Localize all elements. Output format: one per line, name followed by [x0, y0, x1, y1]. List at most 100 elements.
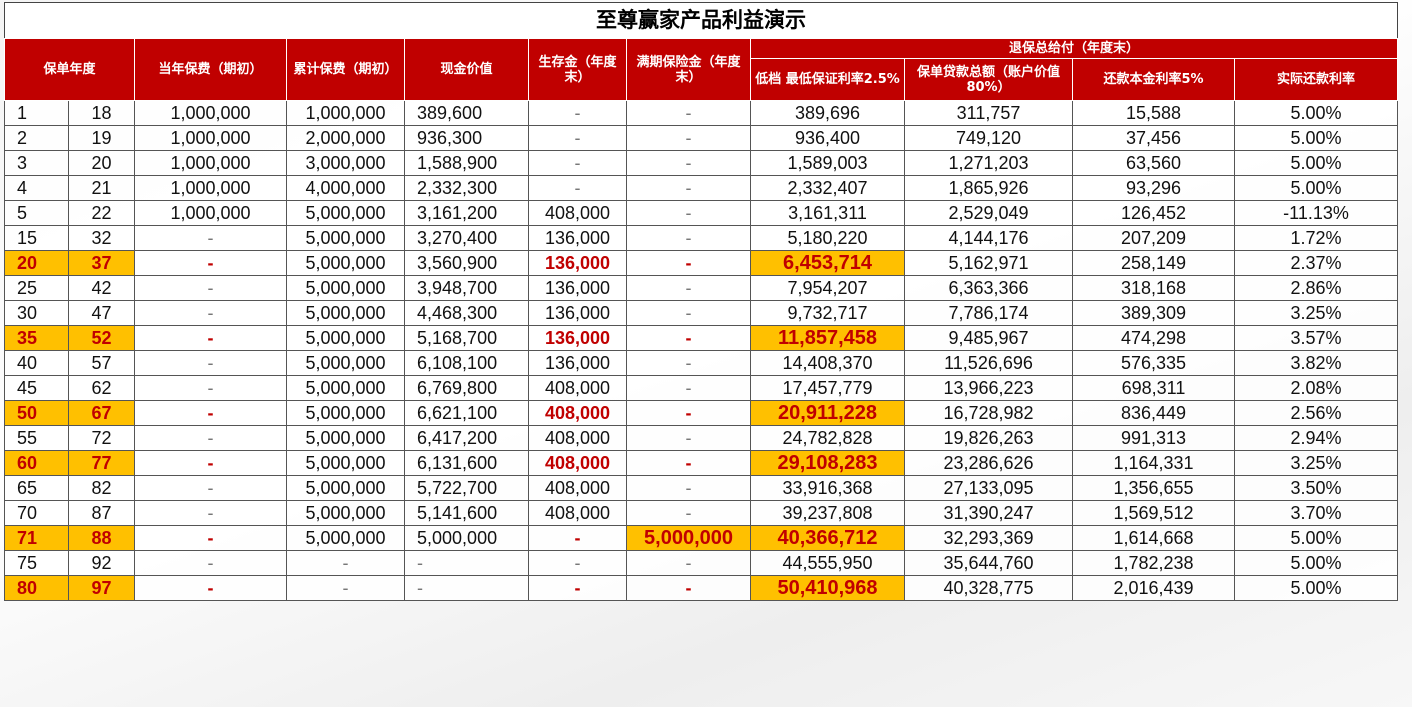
cell-repay-amount: 1,569,512	[1072, 500, 1236, 526]
cell-age: 67	[67, 400, 136, 426]
cell-actual-rate: 2.86%	[1234, 275, 1399, 301]
cell-survival-benefit: 408,000	[528, 200, 628, 226]
table-row: 70 87-5,000,000 5,141,600 408,000-39,237,80…	[4, 500, 1399, 526]
cell-actual-rate: 2.56%	[1234, 400, 1399, 426]
cell-survival-benefit: 408,000	[528, 375, 628, 401]
table-row: 2 19 1,000,000 2,000,000 936,300- -936,400 749…	[4, 125, 1399, 151]
cell-maturity-benefit: -	[626, 425, 752, 451]
cell-policy-year: 65	[4, 475, 69, 501]
cell-cumulative-premium: 5,000,000	[286, 300, 406, 326]
cell-repay-amount: 836,449	[1072, 400, 1236, 426]
cell-cash-value: 3,560,900	[404, 250, 530, 276]
cell-loan-total: 11,526,696	[904, 350, 1074, 376]
table-row: 60 77-5,000,000 6,131,600 408,000-29,108,28…	[4, 450, 1399, 476]
table-row: 5 22 1,000,000 5,000,000 3,161,200 408,000-3,…	[4, 200, 1399, 226]
cell-age: 72	[67, 425, 136, 451]
cell-age: 97	[67, 575, 136, 601]
cell-cash-value: 3,161,200	[404, 200, 530, 226]
cell-annual-premium: -	[134, 250, 288, 276]
cell-maturity-benefit: -	[626, 350, 752, 376]
cell-maturity-benefit: -	[626, 125, 752, 151]
cell-policy-year: 25	[4, 275, 69, 301]
cell-maturity-benefit: -	[626, 450, 752, 476]
table-row: 35 52-5,000,000 5,168,700 136,000-11,857,45…	[4, 325, 1399, 351]
cell-survival-benefit: -	[528, 575, 628, 601]
cell-age: 52	[67, 325, 136, 351]
cell-policy-year: 5	[4, 200, 69, 226]
cell-annual-premium: -	[134, 425, 288, 451]
cell-loan-total: 32,293,369	[904, 525, 1074, 551]
cell-survival-benefit: -	[528, 550, 628, 576]
header-repay-rate: 还款本金利率5%	[1072, 58, 1236, 101]
cell-low-tier-surrender: 9,732,717	[750, 300, 906, 326]
cell-age: 18	[67, 100, 136, 126]
cell-maturity-benefit: -	[626, 400, 752, 426]
table-row: 4 21 1,000,000 4,000,000 2,332,300- -2,332,40…	[4, 175, 1399, 201]
cell-survival-benefit: 136,000	[528, 275, 628, 301]
cell-survival-benefit: -	[528, 175, 628, 201]
cell-annual-premium: 1,000,000	[134, 125, 288, 151]
cell-age: 77	[67, 450, 136, 476]
cell-loan-total: 1,271,203	[904, 150, 1074, 176]
cell-age: 21	[67, 175, 136, 201]
cell-cash-value: 5,722,700	[404, 475, 530, 501]
cell-repay-amount: 93,296	[1072, 175, 1236, 201]
cell-actual-rate: 2.08%	[1234, 375, 1399, 401]
cell-loan-total: 749,120	[904, 125, 1074, 151]
cell-maturity-benefit: -	[626, 300, 752, 326]
cell-repay-amount: 207,209	[1072, 225, 1236, 251]
cell-annual-premium: -	[134, 375, 288, 401]
cell-actual-rate: 5.00%	[1234, 175, 1399, 201]
cell-policy-year: 35	[4, 325, 69, 351]
header-annual-premium: 当年保费（期初）	[134, 38, 288, 101]
cell-annual-premium: 1,000,000	[134, 100, 288, 126]
header-survival-benefit: 生存金（年度末）	[528, 38, 628, 101]
cell-loan-total: 40,328,775	[904, 575, 1074, 601]
cell-repay-amount: 258,149	[1072, 250, 1236, 276]
header-actual-rate: 实际还款利率	[1234, 58, 1399, 101]
cell-annual-premium: -	[134, 550, 288, 576]
cell-policy-year: 60	[4, 450, 69, 476]
table-title: 至尊赢家产品利益演示	[4, 2, 1399, 38]
cell-policy-year: 45	[4, 375, 69, 401]
cell-loan-total: 9,485,967	[904, 325, 1074, 351]
cell-maturity-benefit: -	[626, 500, 752, 526]
cell-actual-rate: 3.57%	[1234, 325, 1399, 351]
cell-survival-benefit: 136,000	[528, 325, 628, 351]
cell-age: 37	[67, 250, 136, 276]
cell-repay-amount: 63,560	[1072, 150, 1236, 176]
cell-maturity-benefit: -	[626, 175, 752, 201]
cell-low-tier-surrender: 44,555,950	[750, 550, 906, 576]
cell-low-tier-surrender: 5,180,220	[750, 225, 906, 251]
cell-cumulative-premium: 5,000,000	[286, 400, 406, 426]
cell-annual-premium: -	[134, 575, 288, 601]
cell-low-tier-surrender: 17,457,779	[750, 375, 906, 401]
cell-survival-benefit: 136,000	[528, 250, 628, 276]
cell-policy-year: 50	[4, 400, 69, 426]
cell-survival-benefit: 408,000	[528, 400, 628, 426]
table-row: 15 32-5,000,000 3,270,400 136,000-5,180,220…	[4, 225, 1399, 251]
cell-cumulative-premium: 4,000,000	[286, 175, 406, 201]
cell-cash-value: 6,108,100	[404, 350, 530, 376]
cell-actual-rate: 5.00%	[1234, 100, 1399, 126]
header-loan-total: 保单贷款总额（账户价值80%）	[904, 58, 1074, 101]
cell-low-tier-surrender: 2,332,407	[750, 175, 906, 201]
cell-repay-amount: 576,335	[1072, 350, 1236, 376]
cell-cumulative-premium: 5,000,000	[286, 500, 406, 526]
table-row: 71 88-5,000,000 5,000,000-5,000,000 40,366,…	[4, 525, 1399, 551]
cell-repay-amount: 474,298	[1072, 325, 1236, 351]
cell-maturity-benefit: 5,000,000	[626, 525, 752, 551]
cell-age: 82	[67, 475, 136, 501]
table-row: 40 57-5,000,000 6,108,100 136,000-14,408,37…	[4, 350, 1399, 376]
table-body: 1 18 1,000,000 1,000,000 389,600- -389,696 311…	[4, 100, 1399, 601]
table-row: 1 18 1,000,000 1,000,000 389,600- -389,696 311…	[4, 100, 1399, 126]
cell-age: 47	[67, 300, 136, 326]
cell-low-tier-surrender: 11,857,458	[750, 325, 906, 351]
cell-loan-total: 7,786,174	[904, 300, 1074, 326]
cell-actual-rate: 3.25%	[1234, 450, 1399, 476]
cell-repay-amount: 1,164,331	[1072, 450, 1236, 476]
cell-cumulative-premium: 5,000,000	[286, 525, 406, 551]
cell-age: 22	[67, 200, 136, 226]
cell-actual-rate: 5.00%	[1234, 525, 1399, 551]
cell-actual-rate: 5.00%	[1234, 150, 1399, 176]
